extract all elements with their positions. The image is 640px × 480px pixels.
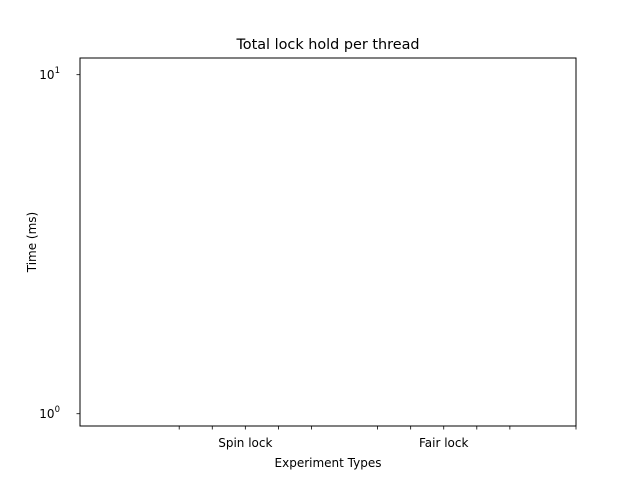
y-tick-label: 100 [39, 405, 60, 421]
x-axis-label: Experiment Types [275, 456, 382, 470]
chart-marks: 100 101 Spin lock Fair lock [39, 66, 577, 450]
x-tick-label: Fair lock [419, 436, 469, 450]
y-tick-label: 101 [39, 66, 60, 82]
plot-frame [79, 57, 577, 427]
x-tick-label: Spin lock [218, 436, 272, 450]
chart-title: Total lock hold per thread [235, 37, 419, 53]
y-axis-label: Time (ms) [25, 212, 39, 274]
